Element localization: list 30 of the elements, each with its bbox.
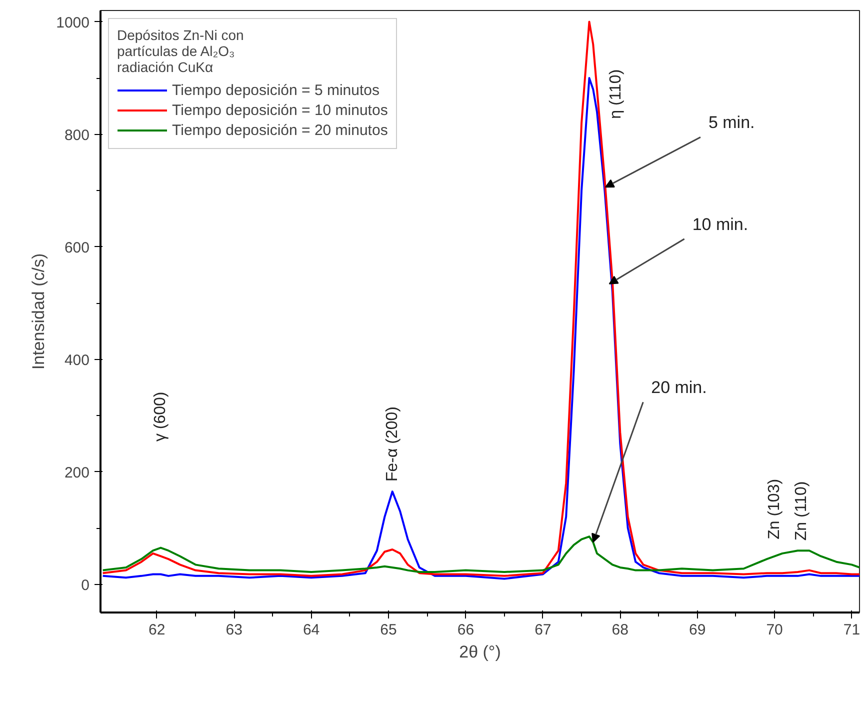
x-tick-label: 62 [148, 622, 166, 638]
legend-label: Tiempo deposición = 5 minutos [172, 82, 380, 98]
legend-label: Tiempo deposición = 20 minutos [172, 122, 388, 138]
annotation: Zn (103) [766, 478, 783, 540]
y-tick-label: 1000 [56, 14, 90, 32]
legend-title: Depósitos Zn-Ni con partículas de Al₂O₃ radiación CuKα [117, 27, 245, 75]
y-axis-title: Intensidad (c/s) [29, 253, 48, 370]
annotation: Fe-α (200) [384, 406, 401, 482]
annotation: 20 min. [651, 378, 707, 398]
x-tick-label: 66 [457, 622, 474, 638]
x-tick-label: 65 [380, 622, 397, 638]
annotation: γ (600) [152, 392, 170, 442]
annotation: 10 min. [692, 214, 748, 234]
y-tick-label: 600 [64, 239, 90, 256]
y-tick-label: 200 [64, 464, 90, 482]
x-tick-label: 71 [843, 622, 860, 638]
y-tick-label: 400 [64, 352, 90, 369]
x-tick-label: 70 [766, 622, 783, 638]
x-axis-title: 2θ (°) [459, 642, 501, 662]
x-tick-label: 63 [226, 622, 242, 638]
annotation: η (110) [608, 69, 625, 119]
y-tick-label: 0 [81, 576, 90, 594]
annotation: 5 min. [708, 113, 755, 132]
x-tick-label: 69 [689, 622, 706, 638]
y-tick-label: 800 [64, 126, 90, 144]
legend-label: Tiempo deposición = 10 minutos [172, 102, 388, 118]
x-tick-label: 68 [612, 622, 628, 638]
x-tick-label: 64 [302, 622, 320, 638]
x-tick-label: 67 [534, 622, 552, 638]
annotation: Zn (110) [792, 481, 810, 541]
